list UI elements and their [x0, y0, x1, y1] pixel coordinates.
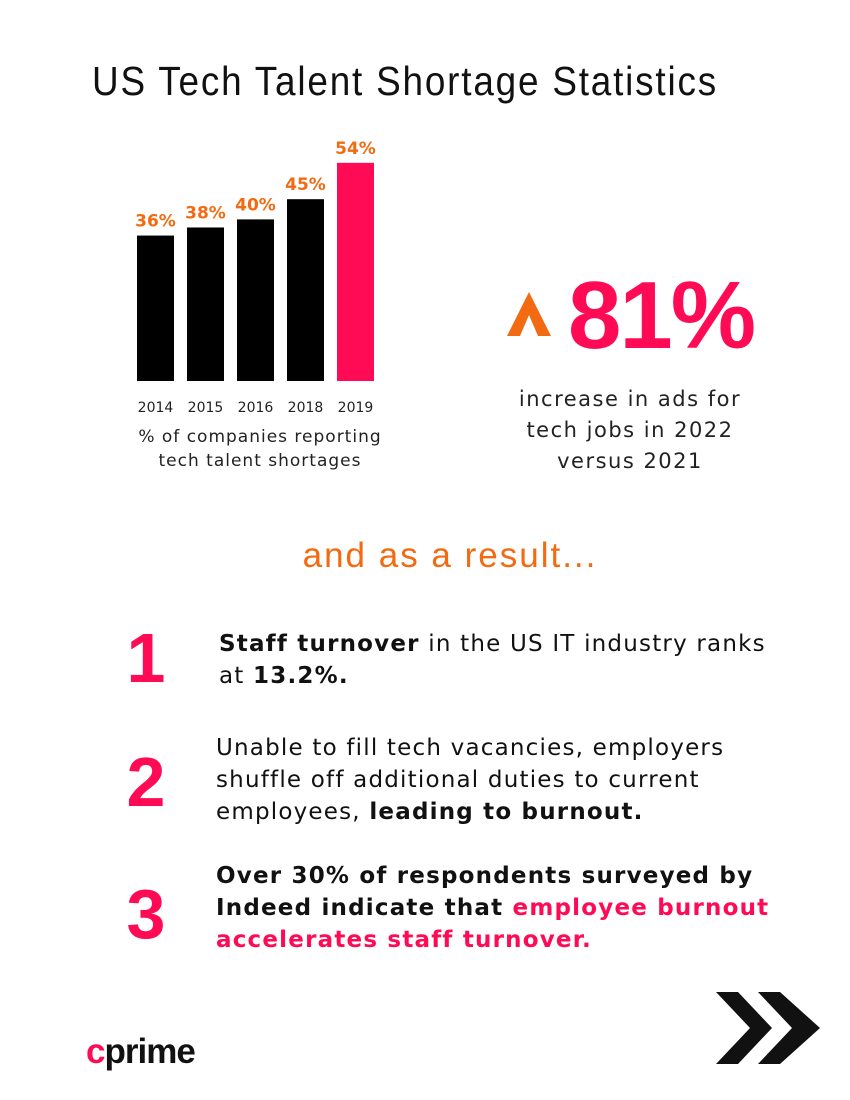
data-label-2019: 54% [335, 139, 376, 159]
bar-chart: 36% 2014 38% 2015 40% 2016 45% 2018 54% 2019 [135, 139, 376, 416]
stat-desc-line2: tech jobs in 2022 [526, 418, 734, 442]
cprime-logo: cprime [86, 1032, 196, 1071]
x-tick-2018: 2018 [288, 400, 324, 416]
item-bold: Indeed indicate that [216, 895, 513, 921]
x-tick-2016: 2016 [238, 400, 274, 416]
item-text: Staff turnover in the US IT industry ran… [219, 628, 799, 692]
item-bold: 13.2%. [253, 663, 349, 689]
item-highlight: accelerates staff turnover. [216, 927, 592, 953]
double-chevron-right-icon [716, 992, 820, 1064]
chart-caption: % of companies reporting tech talent sho… [110, 425, 410, 473]
item-bold: leading to burnout. [369, 799, 644, 825]
chart-caption-line1: % of companies reporting [138, 427, 382, 447]
data-label-2018: 45% [285, 175, 326, 195]
item-number: 1 [126, 619, 166, 697]
x-tick-2014: 2014 [138, 400, 174, 416]
item-text: Over 30% of respondents surveyed by Inde… [216, 860, 796, 956]
item-number: 3 [126, 875, 166, 953]
item-highlight: employee burnout [512, 895, 770, 921]
section-subheading: and as a result... [302, 536, 598, 575]
data-label-2016: 40% [235, 195, 276, 215]
data-label-2014: 36% [135, 212, 176, 232]
big-stat-value: 81% [568, 262, 756, 369]
item-text-line: Unable to fill tech vacancies, employers [216, 735, 725, 761]
data-label-2015: 38% [185, 203, 226, 223]
bar-2014 [137, 235, 174, 381]
item-text: Unable to fill tech vacancies, employers… [216, 732, 796, 828]
page-title: US Tech Talent Shortage Statistics [92, 58, 718, 104]
bar-2015 [187, 227, 224, 381]
bar-2016 [237, 219, 274, 381]
item-text-part: employees, [216, 799, 370, 825]
stat-description: increase in ads for tech jobs in 2022 ve… [470, 384, 790, 477]
x-tick-2019: 2019 [338, 400, 374, 416]
stat-desc-line3: versus 2021 [557, 449, 703, 473]
item-text-part: in the US IT industry ranks [419, 631, 766, 657]
item-text-part: at [219, 663, 254, 689]
bar-2019 [337, 162, 374, 381]
chart-caption-line2: tech talent shortages [158, 451, 362, 471]
item-bold: Staff turnover [219, 631, 420, 657]
item-bold: Over 30% of respondents surveyed by [216, 863, 754, 889]
stat-desc-line1: increase in ads for [518, 387, 742, 411]
item-number: 2 [126, 743, 166, 821]
bar-2018 [287, 199, 324, 381]
item-text-line: shuffle off additional duties to current [216, 767, 700, 793]
caret-up-icon [507, 292, 551, 336]
x-tick-2015: 2015 [188, 400, 224, 416]
